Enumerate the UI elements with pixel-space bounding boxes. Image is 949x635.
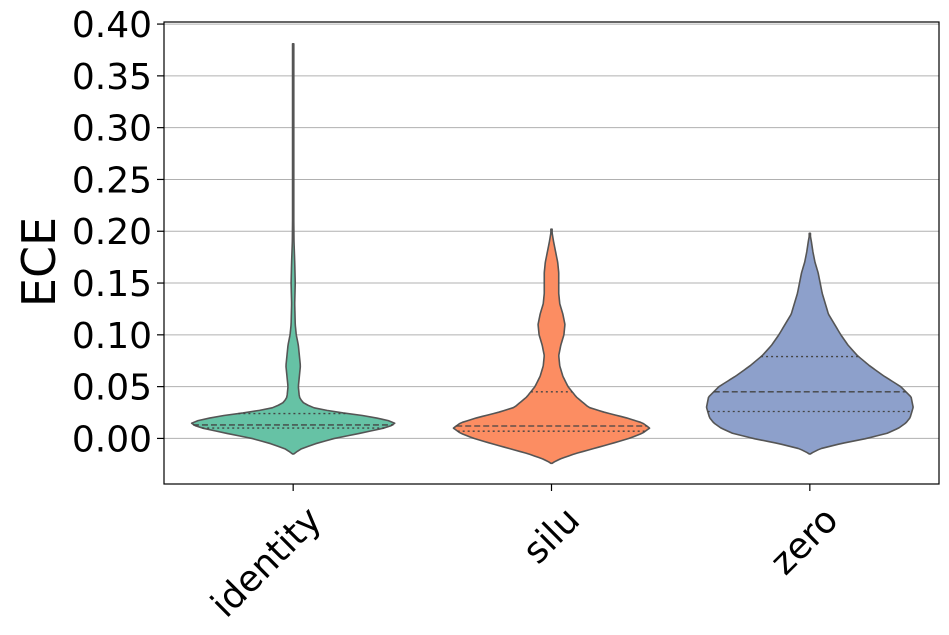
y-tick-label: 0.10 xyxy=(72,316,152,357)
y-tick-label: 0.40 xyxy=(72,5,152,46)
violin-zero xyxy=(705,232,914,455)
x-tick-label-identity: identity xyxy=(204,499,330,625)
y-axis: 0.00 0.05 0.10 0.15 0.20 0.25 0.30 0.35 0.40 xyxy=(72,5,164,460)
y-tick-label: 0.15 xyxy=(72,264,152,305)
y-tick-label: 0.30 xyxy=(72,109,152,150)
violin-identity xyxy=(190,42,396,455)
x-tick-label-zero: zero xyxy=(763,499,847,583)
y-tick-label: 0.20 xyxy=(72,212,152,253)
x-axis: identity silu zero xyxy=(204,484,847,626)
y-tick-label: 0.25 xyxy=(72,160,152,201)
y-axis-label: ECE xyxy=(12,217,66,307)
violins xyxy=(190,42,914,465)
y-tick-label: 0.05 xyxy=(72,368,152,409)
violin-silu xyxy=(452,228,651,465)
y-tick-label: 0.00 xyxy=(72,419,152,460)
x-tick-label-silu: silu xyxy=(515,499,588,572)
y-tick-label: 0.35 xyxy=(72,57,152,98)
